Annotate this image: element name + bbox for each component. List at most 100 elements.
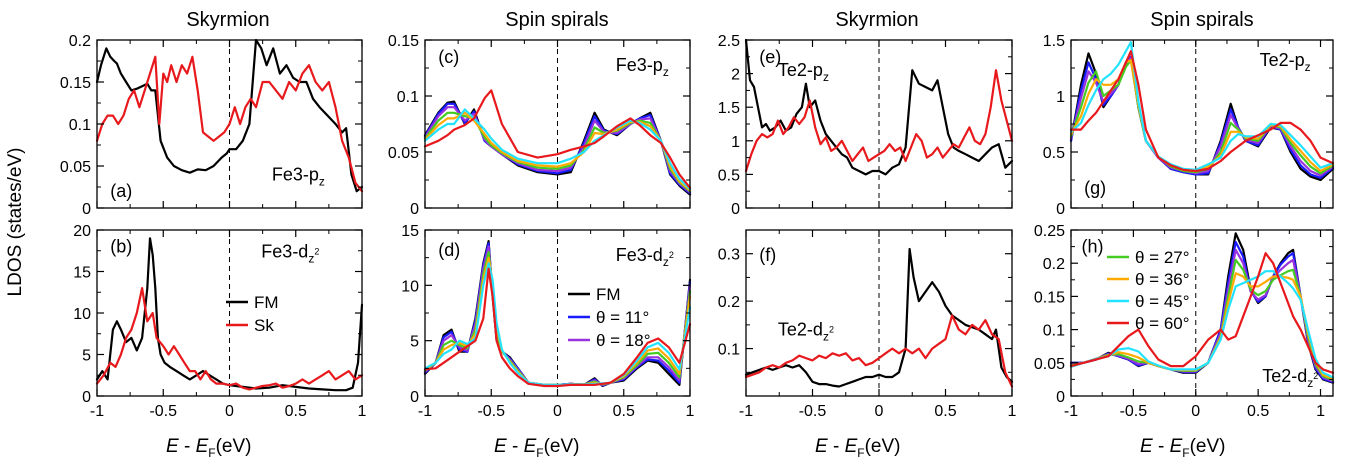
series-line-FM [95,38,364,193]
y-tick-label: 15 [73,265,91,282]
y-tick-label: 0.5 [718,167,740,184]
series-line-theta-27 [1069,59,1335,175]
x-tick-label: 0.5 [934,403,956,420]
x-tick-label: -0.5 [477,403,505,420]
y-tick-label: 0 [82,201,91,218]
panel-c: 0 0.05 0.1 0.15 (c) Fe3-pz [388,33,692,218]
series-line-FM [95,237,364,392]
legend-label: θ = 18° [596,331,651,350]
x-tick-label: -0.5 [149,403,177,420]
legend-label: θ = 60° [1135,314,1190,333]
y-tick-label: 5 [410,334,419,351]
orbital-label: Te2-dz2 [1262,366,1318,390]
y-tick-label: 0.1 [397,89,419,106]
y-tick-label: 0 [1056,389,1065,406]
y-tick-label: 0 [410,201,419,218]
x-tick-label: 1 [686,403,695,420]
column-title-4: Spin spirals [1150,9,1253,31]
legend-label: θ = 45° [1135,292,1190,311]
series-line-FM [744,247,1014,388]
x-axis-label-col3: E - EF(eV) [815,436,901,460]
series-line-theta-36 [423,111,692,192]
panel-label: (d) [438,240,460,260]
x-tick-label: -1 [418,403,432,420]
y-tick-label: 0.2 [1043,256,1065,273]
panel-label: (b) [110,237,132,257]
y-tick-label: 0 [82,389,91,406]
x-tick-label: 0 [553,403,562,420]
y-axis-label: LDOS (states/eV) [5,148,26,297]
svg-text:E - EF(eV): E - EF(eV) [166,436,252,460]
series-line-FM [744,38,1014,176]
y-tick-label: 0.1 [718,342,740,359]
panel-label: (h) [1081,237,1103,257]
x-tick-label: 0 [225,403,234,420]
y-tick-label: 0.05 [60,159,91,176]
x-tick-label: 1 [1316,403,1325,420]
y-tick-label: 2.5 [718,33,740,50]
svg-text:E - EF(eV): E - EF(eV) [494,436,580,460]
x-tick-label: -1 [90,403,104,420]
series-line-Sk [95,55,364,193]
x-tick-label: 0.5 [285,403,307,420]
legend-label: FM [596,285,621,304]
x-tick-label: 0.5 [613,403,635,420]
y-tick-label: 10 [401,278,419,295]
svg-text:E - EF(eV): E - EF(eV) [1140,436,1226,460]
x-tick-label: -0.5 [1120,403,1148,420]
y-tick-label: 0.1 [69,117,91,134]
x-tick-label: 0 [875,403,884,420]
series-line-theta-18 [423,106,692,194]
y-tick-label: 0 [410,389,419,406]
x-axis-label-col2: E - EF(eV) [494,436,580,460]
legend-label: Sk [254,316,274,335]
y-tick-label: 0.2 [69,33,91,50]
orbital-label: Te2-pz [778,60,829,84]
orbital-label: Te2-pz [1260,50,1311,74]
y-tick-label: 0.05 [388,145,419,162]
series-line-theta-60 [1069,252,1335,374]
y-tick-label: 1.5 [718,100,740,117]
column-title-1: Skyrmion [186,9,269,31]
orbital-label: Fe3-dz2 [261,242,319,266]
series-line-theta-60 [423,89,692,189]
panel-label: (f) [759,245,776,265]
y-tick-label: 0.2 [718,294,740,311]
y-tick-label: 1 [731,134,740,151]
orbital-label: Te2-dz2 [778,320,834,344]
panel-g: 0 0.5 1 1.5 (g) Te2-pz [1043,33,1335,218]
series-line-theta-60 [1069,50,1335,173]
series-line-theta-18 [1069,248,1335,383]
y-tick-label: 0.3 [718,247,740,264]
y-tick-label: 1.5 [1043,33,1065,50]
series-line-theta-45 [1069,270,1335,379]
y-tick-label: 5 [82,348,91,365]
panel-label: (g) [1084,178,1106,198]
series-line-theta-60 [423,267,692,388]
x-tick-label: -0.5 [799,403,827,420]
panel-f: -1 -0.5 0 0.5 1 0.1 0.2 0.3 (f) Te2-dz2 [718,229,1017,420]
panel-e: 0 0.5 1 1.5 2 2.5 (e)Te2-pz [718,33,1014,218]
orbital-label: Fe3-pz [272,164,325,188]
y-tick-label: 0.5 [1043,145,1065,162]
y-tick-label: 0 [1056,201,1065,218]
x-tick-label: -1 [739,403,753,420]
y-tick-label: 0.15 [1034,289,1065,306]
y-tick-label: 20 [73,223,91,240]
y-tick-label: 10 [73,306,91,323]
x-tick-label: 0.5 [1247,403,1269,420]
x-tick-label: 1 [358,403,367,420]
x-axis-label-col4: E - EF(eV) [1140,436,1226,460]
series-line-theta-27 [423,251,692,386]
series-line-Sk [744,314,1014,388]
x-axis-label-col1: E - EF(eV) [166,436,252,460]
y-tick-label: 0.15 [388,33,419,50]
legend-label: FM [254,293,279,312]
legend-label: θ = 36° [1135,270,1190,289]
y-tick-label: 1 [1056,89,1065,106]
y-tick-label: 0.1 [1043,323,1065,340]
series-line-Sk [95,287,364,391]
